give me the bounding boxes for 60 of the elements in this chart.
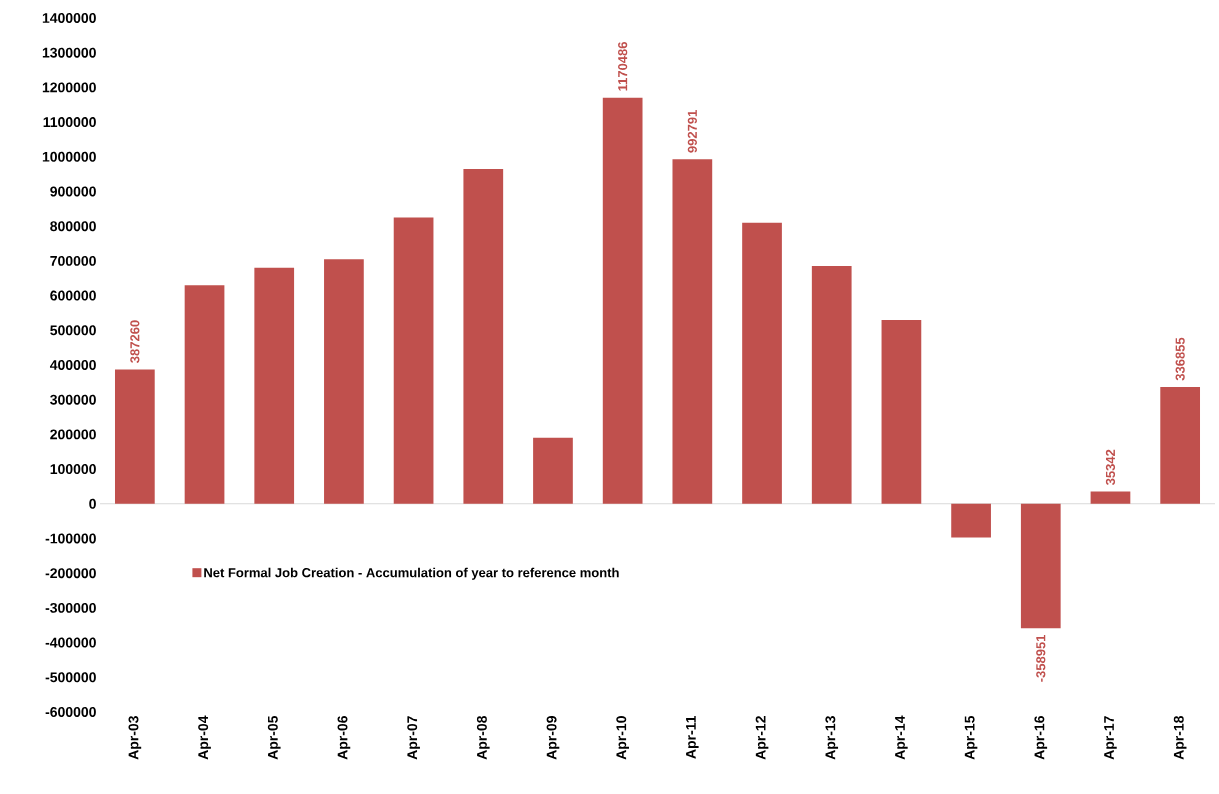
y-tick-label: 300000: [50, 394, 96, 405]
y-tick-label: -300000: [45, 602, 96, 613]
x-tick-label: Apr-14: [895, 715, 908, 760]
y-tick-label: -400000: [45, 637, 96, 648]
x-tick-label: Apr-05: [267, 715, 281, 760]
bar: [742, 222, 782, 504]
y-tick-label: 900000: [50, 186, 96, 197]
x-tick-label: Apr-16: [1034, 716, 1048, 760]
bar: [533, 437, 573, 504]
y-tick-label: 500000: [50, 325, 96, 336]
y-tick-label: 1300000: [42, 47, 96, 58]
bar: [951, 503, 991, 538]
bar: [463, 168, 504, 504]
x-tick-label: Apr-08: [476, 715, 490, 760]
y-tick-label: -200000: [45, 568, 96, 579]
x-tick-label: Apr-07: [407, 716, 420, 760]
y-tick-label: -100000: [45, 533, 96, 544]
x-tick-label: Apr-10: [616, 716, 629, 760]
data-label: 336855: [1175, 337, 1185, 381]
y-tick-label: 1000000: [42, 151, 96, 162]
x-tick-label: Apr-17: [1104, 716, 1117, 760]
legend-label: Net Formal Job Creation - Accumulation of year to reference month: [204, 567, 619, 580]
bar: [1160, 386, 1201, 504]
y-tick-label: 600000: [50, 290, 96, 301]
bar: [881, 319, 922, 504]
y-tick-label: 100000: [50, 464, 96, 475]
bar: [602, 97, 643, 504]
bar: [184, 285, 225, 504]
x-tick-label: Apr-12: [755, 716, 769, 760]
data-label: 35342: [1105, 449, 1116, 486]
y-tick-label: 1100000: [43, 117, 96, 128]
data-label: 992791: [687, 110, 697, 153]
x-tick-label: Apr-15: [964, 715, 978, 760]
x-tick-label: Apr-04: [198, 715, 211, 760]
y-tick-label: 1200000: [42, 82, 96, 93]
data-label: 1170486: [618, 42, 628, 91]
bar: [114, 369, 155, 504]
bar: [1090, 491, 1131, 504]
x-tick-label: Apr-13: [825, 716, 839, 760]
x-tick-label: Apr-18: [1173, 715, 1187, 760]
bar: [393, 217, 434, 504]
y-tick-label: 700000: [50, 255, 96, 266]
y-tick-label: 400000: [49, 360, 96, 370]
y-tick-label: 200000: [50, 429, 96, 440]
bar: [672, 159, 713, 504]
x-tick-label: Apr-03: [128, 716, 142, 760]
bar: [1020, 503, 1061, 629]
y-tick-label: 800000: [50, 221, 96, 232]
x-tick-label: Apr-06: [337, 716, 351, 760]
y-tick-label: -500000: [45, 672, 96, 683]
data-label: -358951: [1036, 634, 1046, 682]
y-tick-label: 1400000: [42, 13, 96, 23]
bar: [811, 266, 852, 504]
x-tick-label: Apr-09: [546, 716, 560, 760]
bar: [254, 267, 295, 504]
y-tick-label: -600000: [45, 707, 96, 717]
y-tick-label: 0: [89, 498, 96, 509]
data-label: 387260: [130, 320, 140, 363]
bar: [324, 259, 364, 504]
x-tick-label: Apr-11: [686, 715, 699, 759]
